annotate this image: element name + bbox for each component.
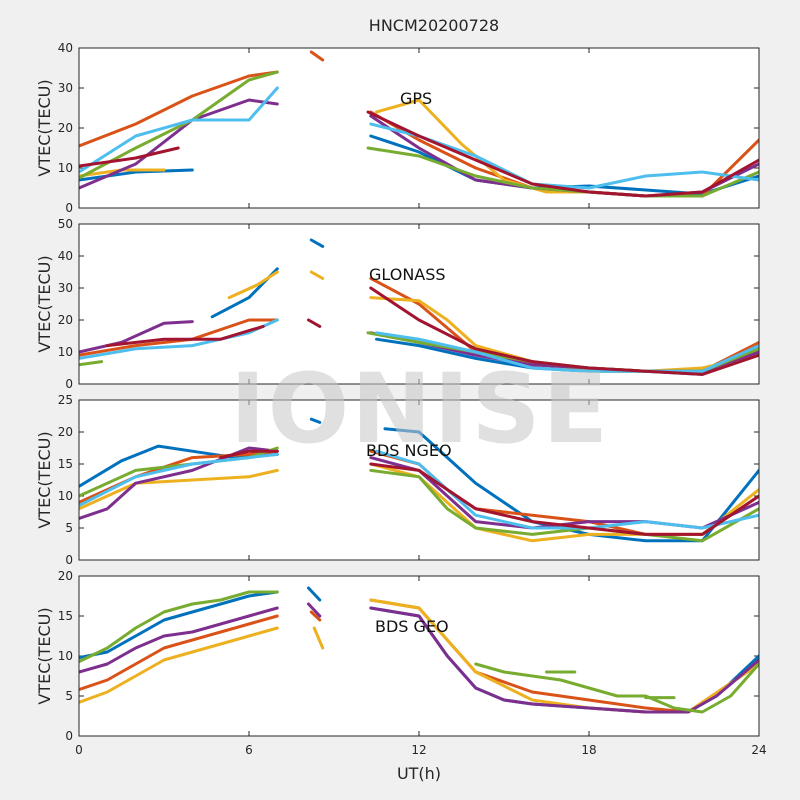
series-1-segment-0 (79, 70, 279, 148)
y-tick-label: 20 (58, 425, 73, 439)
series-6-segment-1 (366, 110, 759, 198)
x-tick-label: 24 (751, 743, 766, 757)
y-tick-label: 10 (58, 345, 73, 359)
y-tick-label: 15 (58, 609, 73, 623)
series-4-segment-0 (79, 360, 104, 367)
series-3-segment-0 (79, 606, 279, 674)
axes-box (78, 47, 760, 209)
series-1-segment-1 (309, 610, 322, 622)
y-tick-label: 10 (58, 161, 73, 175)
panel-1: 0 10 20 30 40 50 GLONASS VTEC(TECU) (35, 217, 760, 391)
series-6-segment-1 (307, 318, 322, 328)
series-5-segment-1 (375, 331, 759, 373)
y-axis-label: VTEC(TECU) (35, 607, 54, 704)
series-4-segment-1 (474, 662, 759, 714)
x-tick-label: 6 (245, 743, 253, 757)
y-tick-label: 25 (58, 393, 73, 407)
series-2-segment-1 (309, 270, 325, 280)
series-3-segment-0 (79, 446, 279, 520)
series-4-segment-0 (79, 590, 279, 664)
y-tick-label: 0 (65, 729, 73, 743)
y-tick-label: 20 (58, 569, 73, 583)
y-axis-label: VTEC(TECU) (35, 255, 54, 352)
y-tick-label: 10 (58, 489, 73, 503)
series-0-segment-1 (309, 417, 322, 424)
series-2-segment-0 (227, 270, 279, 300)
x-axis-label: UT(h) (397, 764, 441, 783)
panel-label: GPS (400, 89, 432, 108)
y-axis-label: VTEC(TECU) (35, 431, 54, 528)
series-1-segment-0 (79, 614, 279, 692)
panel-label: BDS GEO (375, 617, 449, 636)
y-tick-label: 30 (58, 81, 73, 95)
series-group (79, 50, 759, 198)
x-tick-label: 0 (75, 743, 83, 757)
y-tick-label: 0 (65, 553, 73, 567)
y-axis-label: VTEC(TECU) (35, 79, 54, 176)
figure-title: HNCM20200728 (369, 16, 499, 35)
y-tick-label: 50 (58, 217, 73, 231)
y-tick-label: 10 (58, 649, 73, 663)
y-tick-label: 40 (58, 41, 73, 55)
axes-box (78, 399, 760, 561)
series-6-segment-0 (105, 324, 265, 348)
watermark-text: IONISE (230, 353, 610, 465)
series-3-segment-0 (79, 320, 194, 354)
series-group (79, 238, 759, 376)
y-tick-label: 15 (58, 457, 73, 471)
y-tick-label: 30 (58, 281, 73, 295)
series-6-segment-0 (219, 449, 279, 460)
series-4-segment-1 (366, 146, 759, 198)
axes-box (78, 575, 760, 737)
series-0-segment-0 (79, 590, 279, 660)
y-tick-label: 20 (58, 121, 73, 135)
series-4-segment-1 (369, 468, 759, 543)
x-tick-label: 12 (411, 743, 426, 757)
series-3-segment-2 (369, 606, 759, 714)
series-6-segment-1 (369, 462, 759, 536)
panel-3: 0 5 10 15 20 0 6 12 18 24 BDS GEO VTEC(TECU) UT(h) (35, 569, 767, 783)
panel-label: GLONASS (369, 265, 446, 284)
y-tick-label: 0 (65, 377, 73, 391)
series-group (79, 417, 759, 543)
panel-2: 0 5 10 15 20 25 BDS NGEO VTEC(TECU) (35, 393, 760, 567)
series-2-segment-0 (79, 626, 279, 704)
series-0-segment-1 (307, 586, 322, 602)
series-2-segment-0 (79, 468, 279, 511)
y-tick-label: 40 (58, 249, 73, 263)
series-5-segment-1 (375, 449, 759, 530)
series-1-segment-1 (309, 50, 325, 62)
y-tick-label: 5 (65, 689, 73, 703)
y-tick-label: 20 (58, 313, 73, 327)
axes-box (78, 223, 760, 385)
x-tick-label: 18 (581, 743, 596, 757)
series-5-segment-0 (79, 452, 279, 508)
series-6-segment-2 (369, 286, 759, 376)
series-6-segment-0 (79, 146, 180, 168)
panel-label: BDS NGEO (366, 441, 452, 460)
y-tick-label: 5 (65, 521, 73, 535)
y-tick-label: 0 (65, 201, 73, 215)
series-3-segment-1 (307, 602, 322, 618)
series-0-segment-1 (309, 238, 325, 248)
series-2-segment-1 (312, 626, 325, 650)
panel-0: 0 10 20 30 40 GPS VTEC(TECU) (35, 41, 760, 215)
series-group (79, 586, 759, 714)
plot-area (79, 48, 759, 208)
series-5-segment-0 (79, 86, 279, 174)
series-0-segment-0 (79, 168, 194, 182)
